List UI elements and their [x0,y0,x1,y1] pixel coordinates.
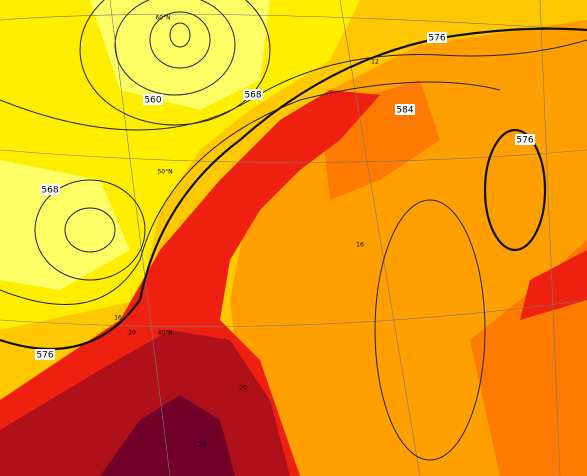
contour [0,81,501,306]
contour-label: 576 [36,351,53,361]
label-box [40,184,60,195]
label-box [143,94,163,105]
temperature-label: 20 [198,442,206,449]
latitude-label: 50°N [157,169,172,176]
latitude-label: 60°N [155,15,170,22]
maroon-zone [100,395,235,476]
contour [0,39,587,131]
temperature-label: 12 [371,59,379,66]
label-box [515,134,535,145]
contour [483,128,547,252]
contour [169,22,191,48]
contour [149,11,211,69]
contour-label: 560 [144,96,161,106]
contour [34,179,146,281]
geopotential-contours [0,0,587,461]
label-box [243,89,263,100]
latitude-label: 40°N [157,330,172,337]
labels: 576 560 568 584 576 576 568 60°N 50°N 40… [35,15,535,449]
temperature-label: 16 [356,242,364,249]
label-box [395,104,415,115]
dark-orange-zone [320,80,587,476]
pale-yellow-zone [0,0,270,290]
contour [64,207,116,253]
contour-label: 576 [428,34,445,44]
contour-label: 576 [516,136,533,146]
temperature-label: 20 [239,385,247,392]
label-box [427,32,447,43]
contour-label: 584 [396,106,413,116]
label-box [35,349,55,360]
contour [79,0,271,126]
contour-label: 568 [244,91,261,101]
temperature-label: 16 [114,315,122,322]
contour [114,0,236,96]
contour [374,199,486,461]
temperature-label: 20 [128,330,136,337]
contour-bold [0,27,587,351]
contour-label: 568 [41,186,58,196]
